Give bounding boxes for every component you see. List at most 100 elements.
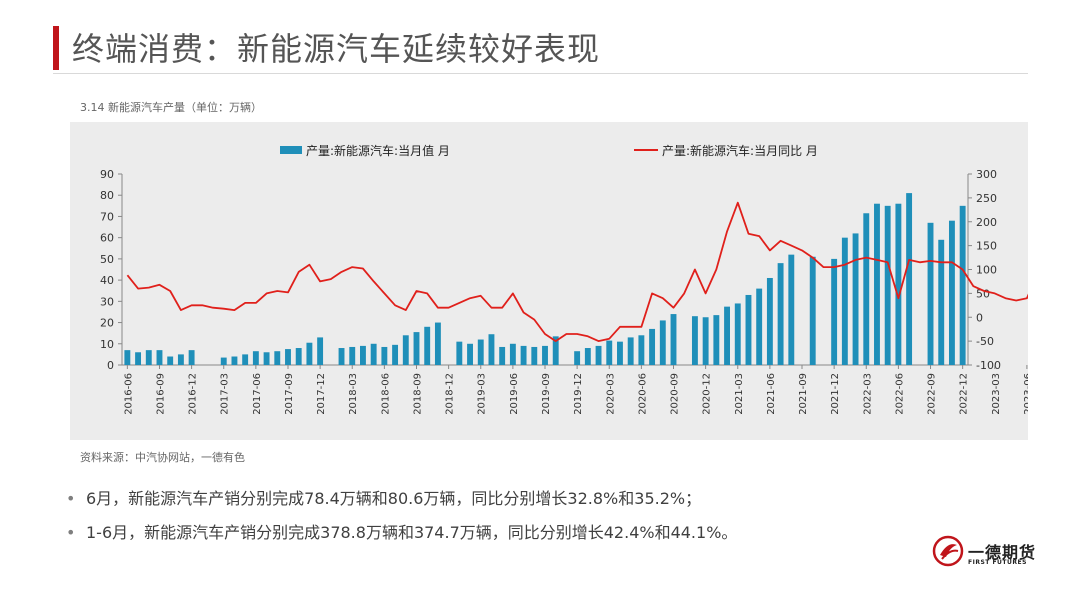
bar xyxy=(349,346,356,365)
y-right-tick-label: 150 xyxy=(976,240,997,253)
bullet-item: • 6月，新能源汽车产销分别完成78.4万辆和80.6万辆，同比分别增长32.8… xyxy=(64,486,737,520)
x-tick-label: 2017-03 xyxy=(220,373,231,415)
bar xyxy=(370,343,377,365)
bar xyxy=(145,350,152,365)
bar xyxy=(584,348,591,365)
bar xyxy=(424,326,431,365)
bar xyxy=(766,277,773,365)
chart-svg: 0 10 20 30 40 50 60 70 80 90 -100 -50 0 50 100 150 200 25… xyxy=(100,143,1028,415)
bar xyxy=(691,316,698,365)
bar xyxy=(927,222,934,365)
bar xyxy=(477,339,484,365)
title-accent-bar xyxy=(53,26,59,70)
legend-bar-swatch xyxy=(280,146,302,154)
x-tick-label: 2020-12 xyxy=(702,373,713,415)
bullet-dot: • xyxy=(66,523,76,542)
bar xyxy=(274,351,281,365)
x-tick-label: 2021-03 xyxy=(734,373,745,415)
x-tick-label: 2022-06 xyxy=(894,373,905,415)
bar xyxy=(467,343,473,365)
y-right-tick-label: 200 xyxy=(976,216,997,229)
bar xyxy=(531,346,538,365)
bar xyxy=(156,350,163,365)
bar xyxy=(959,205,966,365)
y-left-tick-label: 0 xyxy=(107,359,114,372)
bar xyxy=(306,342,313,365)
x-tick-label: 2022-03 xyxy=(862,373,873,415)
y-right-tick-label: 0 xyxy=(976,311,983,324)
y-left-tick-label: 20 xyxy=(100,317,114,330)
bar xyxy=(948,220,955,365)
bar xyxy=(231,356,238,365)
x-tick-label: 2018-03 xyxy=(348,373,359,415)
bar xyxy=(434,322,441,365)
bar xyxy=(285,349,291,365)
y-right-tick-label: 50 xyxy=(976,287,990,300)
bar xyxy=(135,352,142,365)
x-tick-label: 2017-06 xyxy=(252,373,263,415)
x-tick-label: 2018-09 xyxy=(412,373,423,415)
bar xyxy=(841,237,848,365)
line-series-yoy xyxy=(126,201,1028,342)
bar xyxy=(906,193,913,365)
x-tick-label: 2019-06 xyxy=(509,373,520,415)
y-right-tick-label: -50 xyxy=(976,335,994,348)
bar xyxy=(263,352,270,365)
bar xyxy=(509,343,516,365)
x-tick-label: 2020-09 xyxy=(670,373,681,415)
bar xyxy=(317,337,324,365)
bar xyxy=(606,340,613,365)
bar xyxy=(638,335,645,365)
x-tick-label: 2018-12 xyxy=(445,373,456,415)
bar xyxy=(295,348,302,365)
x-tick-label: 2020-06 xyxy=(637,373,648,415)
bar xyxy=(124,350,131,365)
y-left-tick-label: 80 xyxy=(100,189,114,202)
bar xyxy=(220,357,227,365)
brand-subtitle: FIRST FUTURES xyxy=(968,559,1027,566)
y-left-tick-label: 10 xyxy=(100,338,114,351)
bar xyxy=(745,294,752,365)
y-left-tick-label: 50 xyxy=(100,253,114,266)
bullet-text: 1-6月，新能源汽车产销分别完成378.8万辆和374.7万辆，同比分别增长42… xyxy=(86,523,738,542)
bar xyxy=(188,350,195,365)
bar xyxy=(713,315,720,365)
bar xyxy=(252,351,259,365)
bar xyxy=(413,332,420,365)
x-tick-label: 2023-06 xyxy=(1023,373,1028,415)
bar xyxy=(788,254,795,365)
bar xyxy=(402,335,409,365)
bar xyxy=(488,334,495,365)
legend-line-label: 产量:新能源汽车:当月同比 月 xyxy=(662,143,818,158)
bar xyxy=(542,345,548,365)
bar xyxy=(659,320,666,365)
bar xyxy=(702,317,709,365)
bar xyxy=(884,205,891,365)
bar xyxy=(617,341,623,365)
brand-mark-icon xyxy=(932,535,964,567)
y-right-tick-label: 250 xyxy=(976,192,997,205)
bar xyxy=(863,213,870,365)
bar xyxy=(874,203,880,365)
brand-logo: 一德期货 FIRST FUTURES xyxy=(932,535,1035,575)
bar xyxy=(177,354,184,365)
y-left-tick-label: 70 xyxy=(100,210,114,223)
bar xyxy=(360,345,366,365)
bar xyxy=(242,354,249,365)
bar xyxy=(381,346,388,365)
bullet-item: • 1-6月，新能源汽车产销分别完成378.8万辆和374.7万辆，同比分别增长… xyxy=(64,520,737,554)
bar xyxy=(852,233,859,365)
bar xyxy=(649,328,656,365)
bar xyxy=(777,263,784,365)
y-right-tick-label: -100 xyxy=(976,359,1001,372)
x-tick-label: 2021-12 xyxy=(830,373,841,415)
x-tick-label: 2019-09 xyxy=(541,373,552,415)
legend-bar-label: 产量:新能源汽车:当月值 月 xyxy=(306,143,450,158)
y-left-tick-label: 60 xyxy=(100,232,114,245)
bar xyxy=(338,348,345,365)
chart-area: 0 10 20 30 40 50 60 70 80 90 -100 -50 0 50 100 150 200 25… xyxy=(70,122,1028,440)
x-tick-label: 2017-09 xyxy=(284,373,295,415)
bullet-dot: • xyxy=(66,489,76,508)
bar xyxy=(595,345,602,365)
x-tick-label: 2019-12 xyxy=(573,373,584,415)
